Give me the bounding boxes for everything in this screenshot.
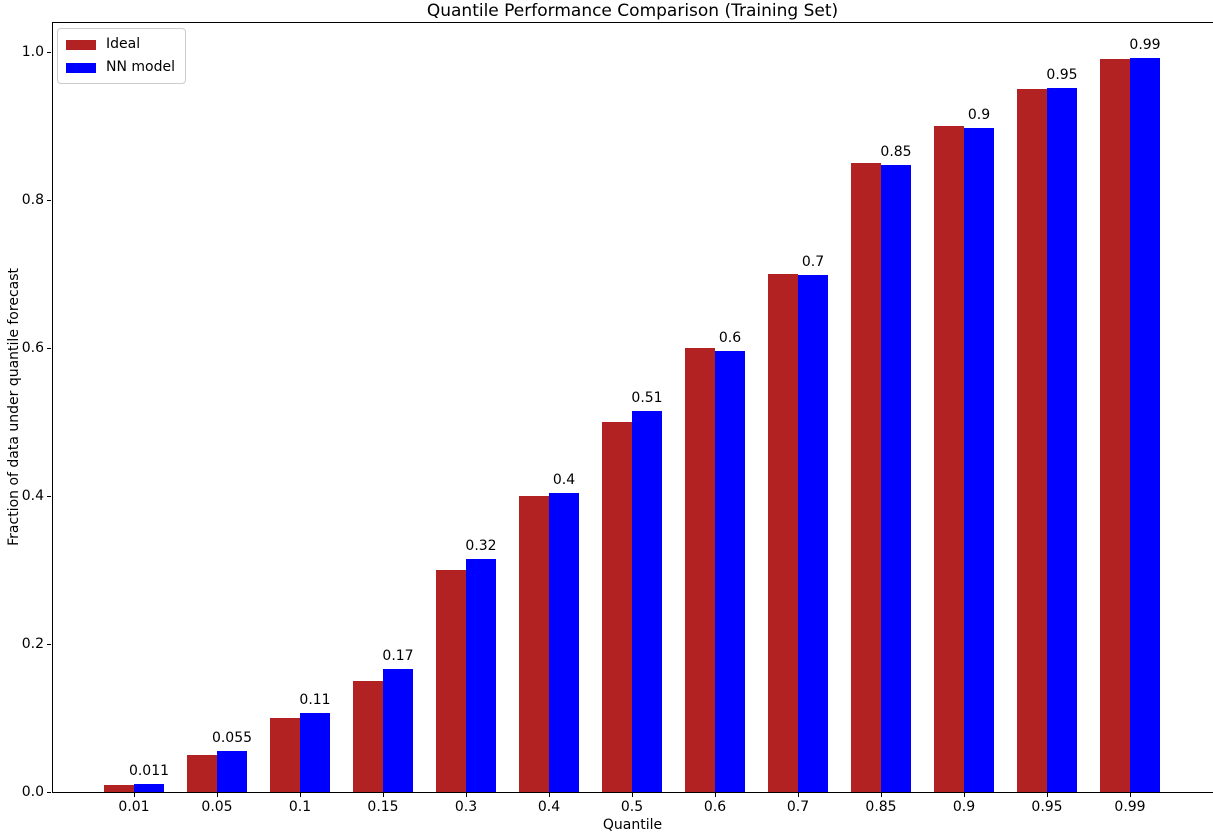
bar-value-label: 0.51 [631, 389, 663, 406]
legend-label-nn-model: NN model [106, 59, 175, 75]
bar-nn-model [881, 165, 911, 792]
y-tick-label: 0.6 [21, 340, 44, 356]
legend-swatch-ideal-icon [66, 39, 96, 50]
chart-title: Quantile Performance Comparison (Trainin… [426, 1, 839, 21]
x-tick-mark [134, 793, 135, 797]
x-axis-spine [52, 792, 1213, 793]
x-tick-label: 0.4 [537, 799, 561, 815]
x-tick-mark [549, 793, 550, 797]
y-tick-label: 0.8 [21, 192, 44, 208]
y-axis-spine [52, 22, 53, 793]
y-tick-label: 0.4 [21, 488, 44, 504]
x-tick-mark [300, 793, 301, 797]
x-tick-mark [466, 793, 467, 797]
bar-value-label: 0.7 [801, 253, 825, 270]
x-tick-label: 0.9 [952, 799, 976, 815]
x-tick-mark [1047, 793, 1048, 797]
top-spine [52, 22, 1213, 23]
legend-item-ideal: Ideal [66, 36, 175, 53]
bar-value-label: 0.85 [880, 144, 912, 161]
x-tick-label: 0.5 [620, 799, 644, 815]
x-tick-label: 0.85 [865, 799, 897, 815]
y-tick-label: 0.2 [21, 636, 44, 652]
x-tick-label: 0.15 [367, 799, 399, 815]
x-tick-label: 0.01 [118, 799, 150, 815]
x-tick-label: 0.05 [201, 799, 233, 815]
bar-ideal [270, 718, 300, 792]
bar-ideal [519, 496, 549, 792]
x-tick-label: 0.99 [1114, 799, 1146, 815]
bar-nn-model [715, 350, 745, 792]
bar-nn-model [383, 669, 413, 792]
x-tick-label: 0.3 [454, 799, 478, 815]
bar-ideal [851, 163, 881, 792]
bar-nn-model [1130, 57, 1160, 792]
bar-value-label: 0.055 [211, 730, 253, 747]
bar-ideal [187, 755, 217, 792]
x-tick-mark [632, 793, 633, 797]
y-tick-mark [47, 644, 51, 645]
x-tick-label: 0.6 [703, 799, 727, 815]
bar-ideal [602, 422, 632, 792]
x-tick-mark [383, 793, 384, 797]
x-tick-mark [715, 793, 716, 797]
bar-nn-model [798, 274, 828, 792]
bar-nn-model [134, 783, 164, 792]
x-tick-label: 0.95 [1031, 799, 1063, 815]
legend-label-ideal: Ideal [106, 36, 141, 52]
bar-ideal [685, 348, 715, 792]
bar-ideal [934, 126, 964, 792]
bar-nn-model [466, 558, 496, 792]
bar-value-label: 0.99 [1129, 36, 1161, 53]
bar-nn-model [217, 751, 247, 792]
x-tick-label: 0.7 [786, 799, 810, 815]
bar-ideal [1017, 89, 1047, 792]
bar-ideal [104, 784, 134, 792]
y-tick-label: 0.0 [21, 784, 44, 800]
bar-value-label: 0.17 [382, 648, 414, 665]
bar-value-label: 0.011 [128, 762, 170, 779]
x-tick-label: 0.1 [288, 799, 312, 815]
x-tick-mark [217, 793, 218, 797]
y-tick-mark [47, 348, 51, 349]
x-tick-mark [881, 793, 882, 797]
legend: Ideal NN model [57, 28, 186, 84]
bar-ideal [436, 570, 466, 792]
legend-item-nn-model: NN model [66, 59, 175, 76]
bar-value-label: 0.4 [552, 472, 576, 489]
x-tick-mark [798, 793, 799, 797]
y-tick-label: 1.0 [21, 44, 44, 60]
x-axis-label: Quantile [602, 817, 663, 833]
y-tick-mark [47, 792, 51, 793]
bar-nn-model [549, 493, 579, 792]
bar-value-label: 0.9 [967, 107, 991, 124]
bar-ideal [768, 274, 798, 792]
bar-nn-model [964, 128, 994, 792]
bar-nn-model [1047, 88, 1077, 792]
y-axis-label-wrap: Fraction of data under quantile forecast [2, 22, 26, 792]
legend-swatch-nn-model-icon [66, 62, 96, 73]
x-tick-mark [1130, 793, 1131, 797]
bar-value-label: 0.95 [1046, 67, 1078, 84]
bar-ideal [1100, 59, 1130, 792]
bar-value-label: 0.6 [718, 329, 742, 346]
bar-value-label: 0.32 [465, 537, 497, 554]
bar-nn-model [300, 712, 330, 792]
plot-area: Ideal NN model 0.01 0.011 0.05 0.055 0.1 0.11… [22, 22, 1213, 815]
x-tick-mark [964, 793, 965, 797]
bar-ideal [353, 681, 383, 792]
bar-nn-model [632, 410, 662, 792]
bar-value-label: 0.11 [299, 691, 331, 708]
y-tick-mark [47, 496, 51, 497]
y-tick-mark [47, 52, 51, 53]
y-tick-mark [47, 200, 51, 201]
